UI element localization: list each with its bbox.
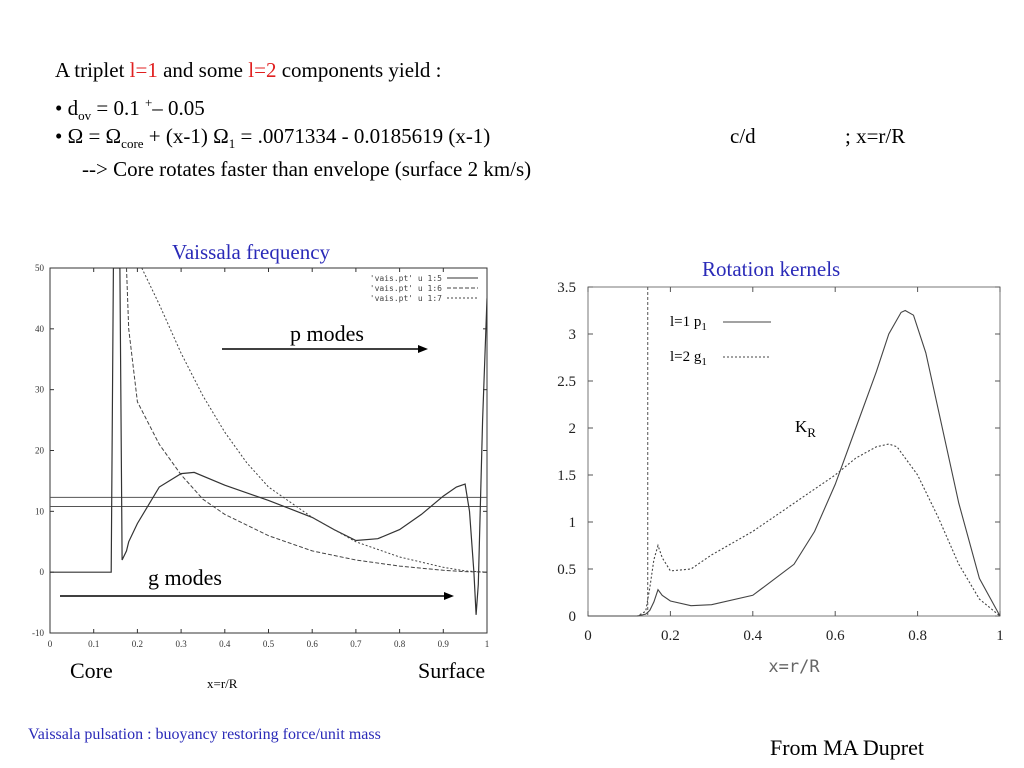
vaissala-chart: 0 0.1 0.2 0.3 0.4 0.5 0.6 0.7 0.8 0.9 1 -10 0 10 20 30 4…	[32, 263, 490, 691]
x-tick-label: 1	[485, 639, 490, 649]
y-tick-label: 0	[40, 567, 45, 577]
header-line-1: A triplet l=1 and some l=2 components yi…	[55, 57, 442, 83]
x-tick-label: 0.6	[826, 628, 845, 644]
plot-frame	[49, 267, 488, 634]
header-text: + (x-1) Ω	[143, 124, 229, 148]
header-text: – 0.05	[152, 96, 205, 120]
plot-frame	[587, 286, 1001, 617]
header-text: = .0071334 - 0.0185619 (x-1)	[235, 124, 491, 148]
x-tick-label: 0.2	[132, 639, 143, 649]
y-tick-label: 2.5	[557, 374, 576, 390]
l1-label: l=1	[129, 58, 158, 82]
y-tick-label: 2	[569, 421, 577, 437]
one-subscript: 1	[228, 136, 236, 152]
y-tick-label: 40	[35, 324, 45, 334]
g-modes-arrowhead	[444, 592, 454, 600]
caption: Vaissala pulsation : buoyancy restoring …	[28, 726, 381, 743]
x-tick-label: 0.1	[88, 639, 99, 649]
series-line-2	[126, 268, 487, 573]
legend-label: 'vais.pt' u 1:7	[370, 294, 442, 303]
x-tick-label: 0	[48, 639, 53, 649]
y-tick-label: 1	[569, 515, 577, 531]
x-tick-label: 1	[996, 628, 1004, 644]
y-tick-label: 10	[35, 506, 45, 516]
x-tick-label: 0.4	[743, 628, 762, 644]
x-axis-label: x=r/R	[768, 657, 820, 677]
header-line-4: --> Core rotates faster than envelope (s…	[82, 157, 532, 181]
rotation-kernels-chart: 0 0.2 0.4 0.6 0.8 1 0 0.5 1 1.5 2 2.5 3 3.5 l=1 p1 l=2 …	[557, 280, 1004, 677]
bullet: •	[55, 96, 63, 120]
x-definition: ; x=r/R	[845, 124, 906, 148]
header-text: Ω = Ω	[67, 124, 122, 148]
plus-sup: +	[144, 95, 153, 110]
x-tick-label: 0.3	[175, 639, 187, 649]
legend-label: l=2 g1	[670, 349, 707, 368]
y-tick-label: -10	[32, 628, 44, 638]
ov-subscript: ov	[78, 108, 92, 124]
d-symbol: d	[67, 96, 79, 120]
y-tick-label: 0	[569, 609, 577, 625]
header-line-3: • Ω = Ωcore + (x-1) Ω1 = .0071334 - 0.01…	[55, 123, 490, 157]
kernel-label: KR	[795, 417, 816, 440]
x-tick-label: 0.2	[661, 628, 680, 644]
unit-label: c/d	[730, 124, 756, 148]
y-tick-label: 3	[569, 327, 577, 343]
x-axis-label: x=r/R	[207, 676, 238, 691]
x-tick-label: 0.4	[219, 639, 231, 649]
credit: From MA Dupret	[770, 735, 924, 760]
l2-label: l=2	[248, 58, 277, 82]
series-line-1	[50, 268, 487, 615]
header-text: and some	[157, 58, 249, 82]
x-tick-label: 0	[584, 628, 592, 644]
header-text: = 0.1	[91, 96, 145, 120]
g-modes-label: g modes	[148, 565, 222, 590]
y-tick-label: 0.5	[557, 562, 576, 578]
y-tick-label: 20	[35, 446, 45, 456]
x-tick-label: 0.8	[908, 628, 927, 644]
vaissala-title: Vaissala frequency	[172, 240, 331, 264]
bullet: •	[55, 124, 63, 148]
rotation-kernels-title: Rotation kernels	[702, 257, 841, 281]
core-label: Core	[70, 658, 113, 683]
x-tick-label: 0.7	[350, 639, 362, 649]
y-tick-label: 50	[35, 263, 45, 273]
legend-label: 'vais.pt' u 1:5	[370, 274, 442, 283]
surface-label: Surface	[418, 658, 485, 683]
y-tick-label: 1.5	[557, 468, 576, 484]
core-subscript: core	[121, 136, 144, 152]
series-line-3	[141, 268, 487, 573]
legend-label: 'vais.pt' u 1:6	[370, 284, 442, 293]
series-line-2	[588, 443, 1001, 617]
series-line-1	[588, 309, 1001, 617]
x-tick-label: 0.6	[307, 639, 319, 649]
p-modes-arrowhead	[418, 345, 428, 353]
x-tick-label: 0.8	[394, 639, 406, 649]
x-tick-label: 0.9	[438, 639, 450, 649]
p-modes-label: p modes	[290, 321, 364, 346]
y-tick-label: 30	[35, 385, 45, 395]
legend-label: l=1 p1	[670, 314, 707, 333]
header-text: components yield :	[276, 58, 442, 82]
header-text: A triplet	[55, 58, 130, 82]
x-tick-label: 0.5	[263, 639, 275, 649]
y-tick-label: 3.5	[557, 280, 576, 296]
header-line-2: • dov = 0.1 +– 0.05	[55, 90, 205, 129]
